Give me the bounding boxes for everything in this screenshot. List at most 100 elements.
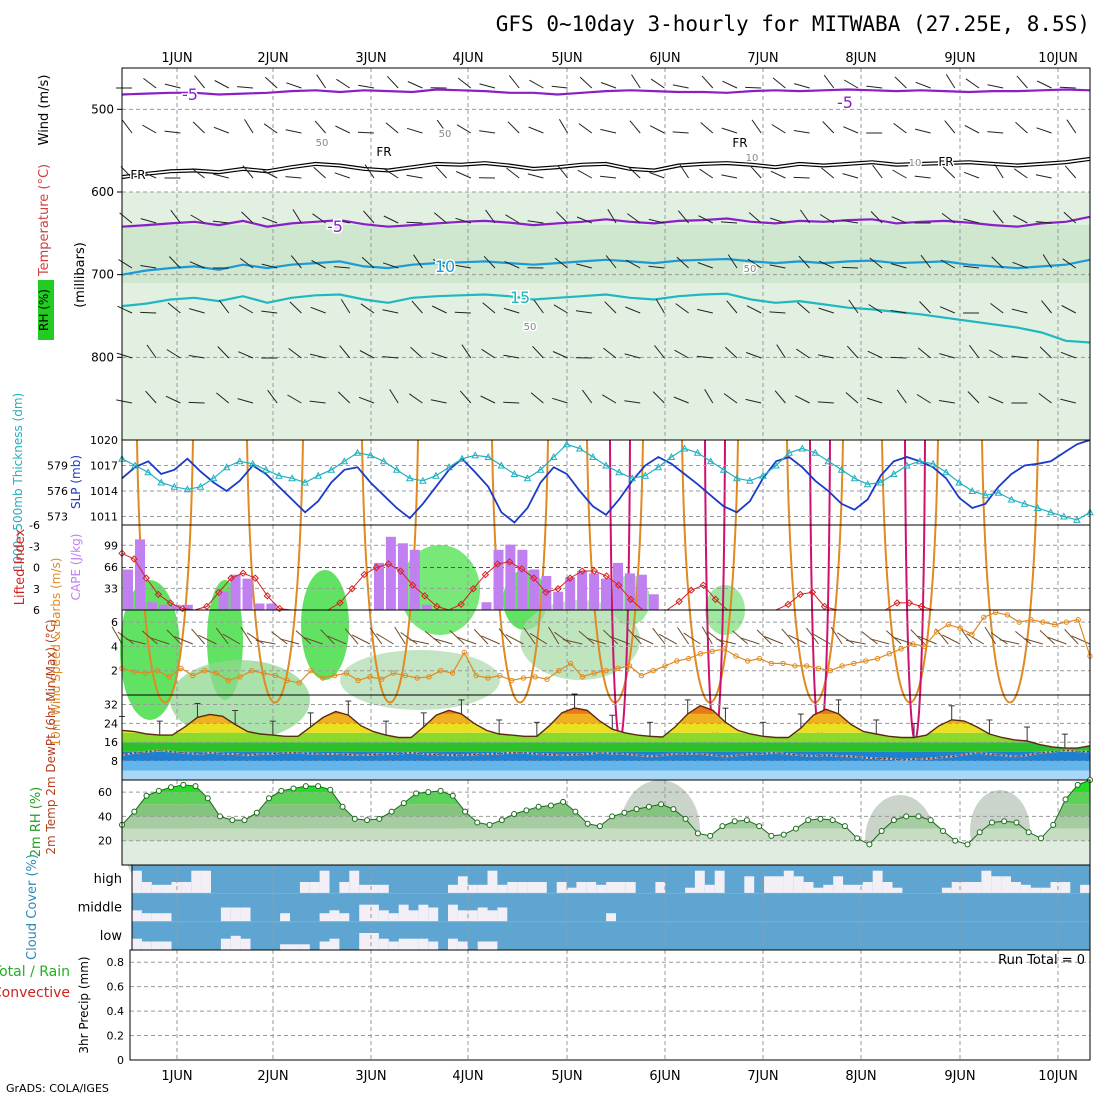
li-point xyxy=(360,570,368,579)
y-tick-label: 600 xyxy=(91,185,114,199)
cloud-cell xyxy=(132,870,142,894)
rh-point xyxy=(498,817,505,824)
cloud-cell xyxy=(991,876,1002,894)
contour-label: 50 xyxy=(316,138,329,149)
rh-point xyxy=(682,815,689,822)
wind-barb xyxy=(216,392,230,404)
wind-barb xyxy=(649,125,665,134)
cloud-cell xyxy=(497,884,508,894)
li-point xyxy=(130,555,138,563)
wind10m-barb xyxy=(529,632,548,645)
wind-barb xyxy=(188,401,205,404)
wind-barb xyxy=(309,353,326,359)
li-tick-label: -3 xyxy=(29,540,40,553)
wind-speed-point xyxy=(815,665,822,671)
wind-barb xyxy=(677,210,689,224)
wind-speed-point xyxy=(780,660,786,667)
cape-bar xyxy=(517,549,528,610)
wind-barb xyxy=(654,345,665,359)
wind-barb xyxy=(942,166,956,179)
wind-speed-point xyxy=(922,643,928,650)
y-tick-label: 800 xyxy=(91,350,114,364)
thickness-point xyxy=(523,474,532,482)
rh-point xyxy=(817,815,824,822)
wind-barb xyxy=(650,78,665,89)
wind-speed-point xyxy=(473,672,479,679)
li-point xyxy=(457,600,465,609)
wind10m-barb xyxy=(740,637,760,645)
li-point xyxy=(178,604,187,613)
thickness-point xyxy=(432,471,440,479)
wind-barb xyxy=(482,302,496,314)
wind-speed-point xyxy=(674,658,680,664)
li-point xyxy=(687,586,695,594)
precip-tick-label: 0.2 xyxy=(107,1030,125,1043)
thickness-point xyxy=(497,461,506,469)
thickness-axis-label: 1000~500mb Thickness (dm) xyxy=(11,393,25,571)
cloud-cell xyxy=(161,913,172,922)
wind-barb xyxy=(920,254,931,269)
wind-barb xyxy=(358,396,375,404)
cape-bar xyxy=(624,573,635,610)
cape-bar xyxy=(601,578,611,610)
cloud-cell xyxy=(369,884,379,894)
cloud-cell xyxy=(467,910,478,922)
wind-speed-point xyxy=(804,663,810,669)
rh-point xyxy=(229,817,236,824)
wind10m-barb xyxy=(812,633,831,645)
wind-speed-point xyxy=(1028,617,1034,623)
wind-barb xyxy=(817,401,834,404)
wind10m-barb xyxy=(222,633,241,645)
temp-line xyxy=(121,215,1091,228)
wind10m-barb xyxy=(837,632,855,645)
wind10m-barb xyxy=(586,637,607,645)
wind10m-barb xyxy=(701,626,713,645)
wind10m-barb xyxy=(303,637,323,645)
thickness-point xyxy=(889,469,898,477)
cloud-cell xyxy=(151,884,162,894)
slp-tick-label: 1020 xyxy=(90,434,118,447)
precip-panel: 0.8 0.6 0.4 0.2 0 Run Total = 0 Total / Rain Co… xyxy=(0,949,1091,1067)
wind-barb xyxy=(625,259,641,269)
wind-speed-point xyxy=(697,651,704,657)
wind-barb xyxy=(575,310,592,314)
cape-bar xyxy=(565,577,576,610)
wind-barb xyxy=(264,76,278,89)
wind10m-barb xyxy=(481,635,500,645)
cloud-cell xyxy=(872,870,883,894)
thickness-point xyxy=(392,465,401,473)
wind-barb xyxy=(461,344,472,359)
thickness-point xyxy=(1007,495,1016,503)
cloud-cell xyxy=(1080,884,1090,894)
wind-barb xyxy=(700,122,714,134)
cloud-cell xyxy=(477,884,488,894)
wind-barb xyxy=(363,210,375,224)
wind-speed-point xyxy=(662,663,668,669)
li-point xyxy=(469,585,477,593)
li-axis-label: Lifted Index xyxy=(13,528,28,605)
wind-speed-point xyxy=(685,655,692,662)
wind-speed-point xyxy=(839,663,845,669)
precip-tick-label: 0.8 xyxy=(107,956,125,969)
li-point xyxy=(239,569,247,577)
wind-barb xyxy=(116,352,133,359)
side-label-wind: Wind (m/s) xyxy=(37,75,52,146)
cloud-cell xyxy=(487,870,498,894)
freezing-level-line-inner xyxy=(121,158,1091,178)
rh-band xyxy=(122,780,1090,793)
wind-barb xyxy=(648,218,665,224)
wind10m-barb xyxy=(806,627,819,645)
rh-point xyxy=(388,808,395,815)
wind10m-barb xyxy=(578,630,595,645)
cloud-cell xyxy=(398,938,409,950)
wind-barb xyxy=(672,131,689,134)
wind-barb xyxy=(674,349,689,359)
wind-speed-point xyxy=(733,653,739,659)
cape-bar xyxy=(636,574,647,610)
cloud-cell xyxy=(853,884,863,894)
wind-speed-point xyxy=(827,668,833,674)
cloud-cell xyxy=(240,938,251,950)
wind-barb xyxy=(140,311,157,314)
rh-point xyxy=(719,823,726,830)
wind10m-barb xyxy=(433,638,453,645)
